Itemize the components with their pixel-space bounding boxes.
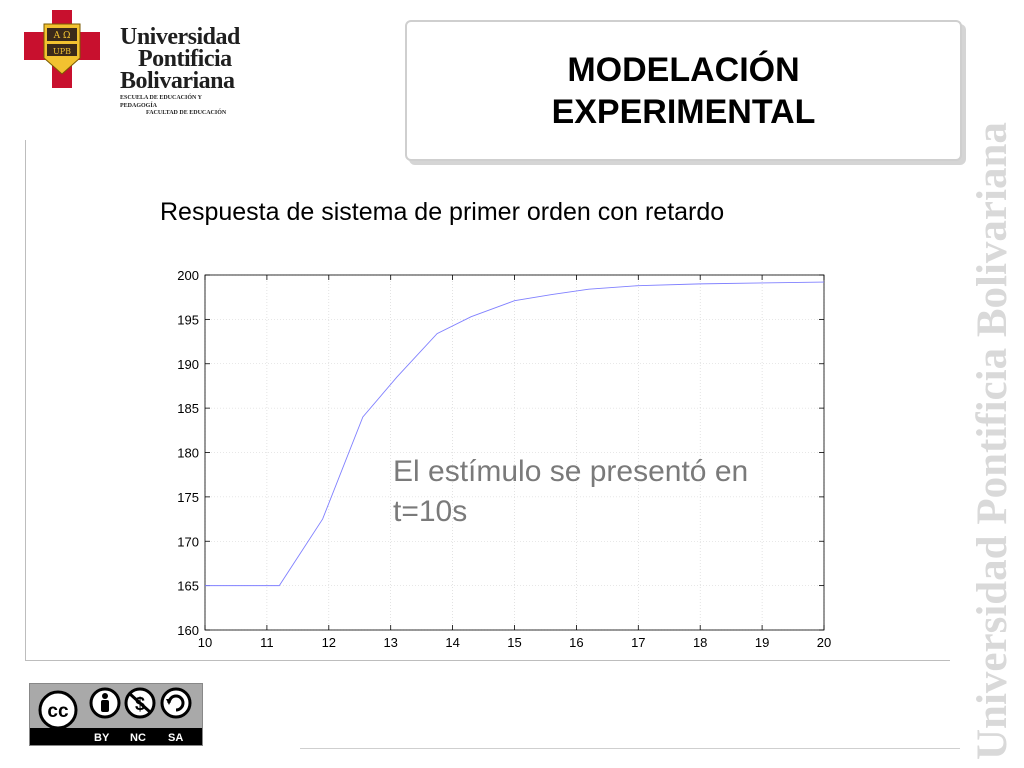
y-tick-label: 170 (177, 534, 199, 549)
x-tick-label: 20 (817, 635, 831, 650)
cc-license-badge[interactable]: cc $ BY NC SA (29, 683, 203, 746)
y-tick-label: 175 (177, 490, 199, 505)
x-tick-label: 16 (569, 635, 583, 650)
logo-subtitle-school: ESCUELA DE EDUCACIÓN Y PEDAGOGÍA (120, 95, 202, 109)
x-tick-label: 13 (383, 635, 397, 650)
cc-label-bar: BY NC SA (30, 728, 202, 745)
slide-frame-left (25, 140, 26, 660)
cc-icon (38, 690, 78, 728)
y-tick-label: 200 (177, 268, 199, 283)
logo-line-1: Universidad (120, 24, 240, 50)
x-tick-label: 17 (631, 635, 645, 650)
series-line (205, 281, 825, 587)
chart-annotation: El estímulo se presentó en t=10s (393, 455, 749, 528)
cc-by-label: BY (94, 732, 110, 744)
slide-frame-bottom-right (300, 748, 960, 749)
y-tick-label: 160 (177, 623, 199, 638)
y-tick-label: 185 (177, 401, 199, 416)
y-tick-label: 190 (177, 357, 199, 372)
university-shield-icon: A Ω UPB (24, 10, 100, 88)
title-box: MODELACIÓN EXPERIMENTAL (405, 20, 962, 161)
x-tick-label: 14 (445, 635, 459, 650)
cc-icons: cc $ (38, 687, 192, 728)
cc-sa-label: SA (168, 732, 184, 744)
shield-bottom-text: UPB (53, 47, 71, 56)
x-tick-label: 11 (260, 635, 274, 650)
slide-frame-bottom (25, 660, 950, 661)
shield-top-text: A Ω (53, 31, 71, 41)
university-logo: A Ω UPB Universidad Pontificia Bolivaria… (22, 8, 240, 116)
logo-line-3: Bolivariana (120, 68, 235, 94)
chart-subtitle: Respuesta de sistema de primer orden con… (160, 198, 725, 226)
x-tick-label: 10 (198, 635, 212, 650)
y-tick-label: 195 (177, 312, 199, 327)
y-tick-label: 180 (177, 446, 199, 461)
slide-title: MODELACIÓN EXPERIMENTAL (551, 50, 816, 131)
x-tick-label: 15 (507, 635, 521, 650)
logo-line-2: Pontificia (138, 46, 232, 72)
sharealike-icon (160, 687, 192, 719)
x-tick-label: 18 (693, 635, 707, 650)
y-tick-label: 165 (177, 579, 199, 594)
watermark-text: Universidad Pontificia Bolivariana (969, 122, 1016, 760)
x-tick-label: 12 (322, 635, 336, 650)
cc-nc-label: NC (130, 732, 146, 744)
cc-icon-text: cc (47, 701, 69, 722)
x-tick-label: 19 (755, 635, 769, 650)
response-chart: 10 11 12 13 14 15 16 17 18 19 20 160 165 170 175 180 185… (177, 268, 831, 650)
logo-subtitle-faculty: FACULTAD DE EDUCACIÓN (146, 110, 227, 116)
